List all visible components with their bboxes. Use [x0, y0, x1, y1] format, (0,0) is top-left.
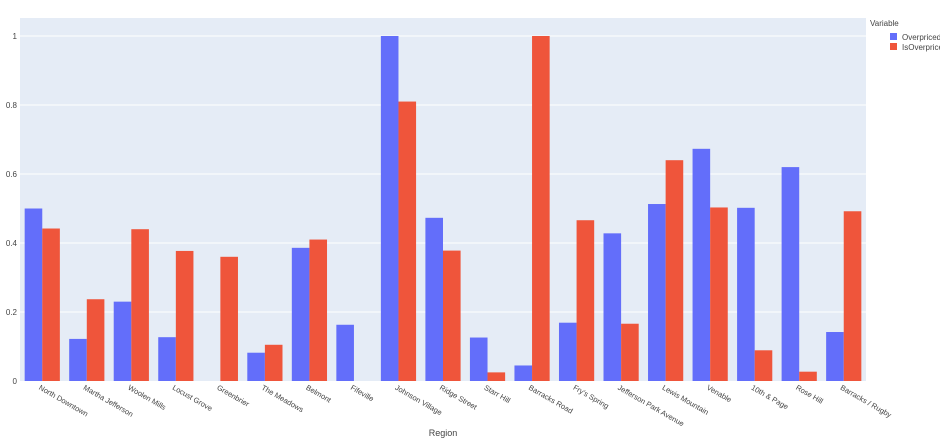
x-tick-label: Barracks Road	[527, 383, 574, 416]
x-tick-label: The Meadows	[260, 383, 306, 414]
bar-isoverprice	[175, 250, 194, 381]
bar-overpricedi	[24, 208, 43, 381]
x-tick-label: North Downtown	[37, 383, 90, 419]
x-tick-label: Woolen Mills	[126, 383, 167, 412]
bar-isoverprice	[443, 250, 461, 381]
bar-isoverprice	[131, 229, 149, 381]
bar-isoverprice	[398, 101, 417, 382]
legend-swatch	[890, 33, 897, 40]
y-tick-label: 0.2	[6, 308, 18, 317]
bar-isoverprice	[220, 256, 238, 381]
x-tick-label: Fry's Spring	[572, 383, 611, 411]
x-tick-label: Rose Hill	[794, 383, 825, 406]
legend-label: IsOverprice	[902, 43, 940, 52]
x-tick-label: Belmont	[304, 383, 333, 405]
bar-isoverprice	[710, 207, 728, 381]
x-tick-label: Greenbrier	[215, 383, 251, 409]
bar-overpricedi	[648, 204, 666, 381]
bar-overpricedi	[291, 247, 310, 381]
x-tick-label: Johnson Village	[393, 383, 443, 417]
bar-overpricedi	[469, 337, 488, 381]
bar-isoverprice	[86, 299, 105, 381]
y-tick-label: 0.4	[6, 239, 18, 248]
bar-isoverprice	[576, 220, 595, 381]
x-tick-label: Ridge Street	[438, 383, 479, 412]
bar-isoverprice	[621, 323, 639, 381]
bar-isoverprice	[843, 211, 862, 381]
y-tick-label: 1	[13, 32, 18, 41]
y-tick-label: 0.6	[6, 170, 18, 179]
bar-isoverprice	[754, 350, 773, 381]
bar-overpricedi	[380, 36, 399, 381]
bar-overpricedi	[781, 167, 800, 381]
bar-overpricedi	[336, 324, 354, 381]
bar-overpricedi	[558, 322, 577, 381]
bar-overpricedi	[425, 217, 443, 381]
bar-overpricedi	[826, 332, 844, 381]
bar-overpricedi	[514, 365, 533, 381]
bar-isoverprice	[42, 228, 60, 381]
legend-swatch	[890, 43, 897, 50]
legend-title: Variable	[870, 19, 899, 28]
x-tick-label: 10th & Page	[750, 383, 790, 411]
x-tick-label: Starr Hill	[483, 383, 513, 405]
bar-overpricedi	[737, 207, 755, 381]
bar-isoverprice	[309, 239, 328, 381]
x-tick-label: Venable	[705, 383, 733, 404]
bars	[24, 36, 862, 382]
bar-overpricedi	[603, 233, 622, 381]
bar-overpricedi	[113, 301, 132, 381]
bar-overpricedi	[692, 148, 711, 381]
y-axis: 0 0.2 0.4 0.6 0.8 1	[6, 32, 18, 386]
bar-isoverprice	[532, 36, 550, 381]
legend-label: OverpricedI	[902, 33, 940, 42]
y-tick-label: 0	[13, 377, 18, 386]
bar-overpricedi	[247, 352, 265, 381]
x-tick-label: Fifeville	[349, 383, 376, 404]
bar-isoverprice	[665, 160, 684, 381]
bar-overpricedi	[69, 338, 87, 381]
bar-isoverprice	[264, 344, 283, 381]
x-tick-label: Locust Grove	[171, 383, 214, 413]
bar-isoverprice	[487, 372, 506, 381]
bar-isoverprice	[799, 371, 817, 381]
x-axis-title: Region	[429, 428, 458, 438]
x-tick-label: Barracks / Rugby	[839, 383, 894, 420]
y-tick-label: 0.8	[6, 101, 18, 110]
bar-overpricedi	[158, 337, 176, 381]
